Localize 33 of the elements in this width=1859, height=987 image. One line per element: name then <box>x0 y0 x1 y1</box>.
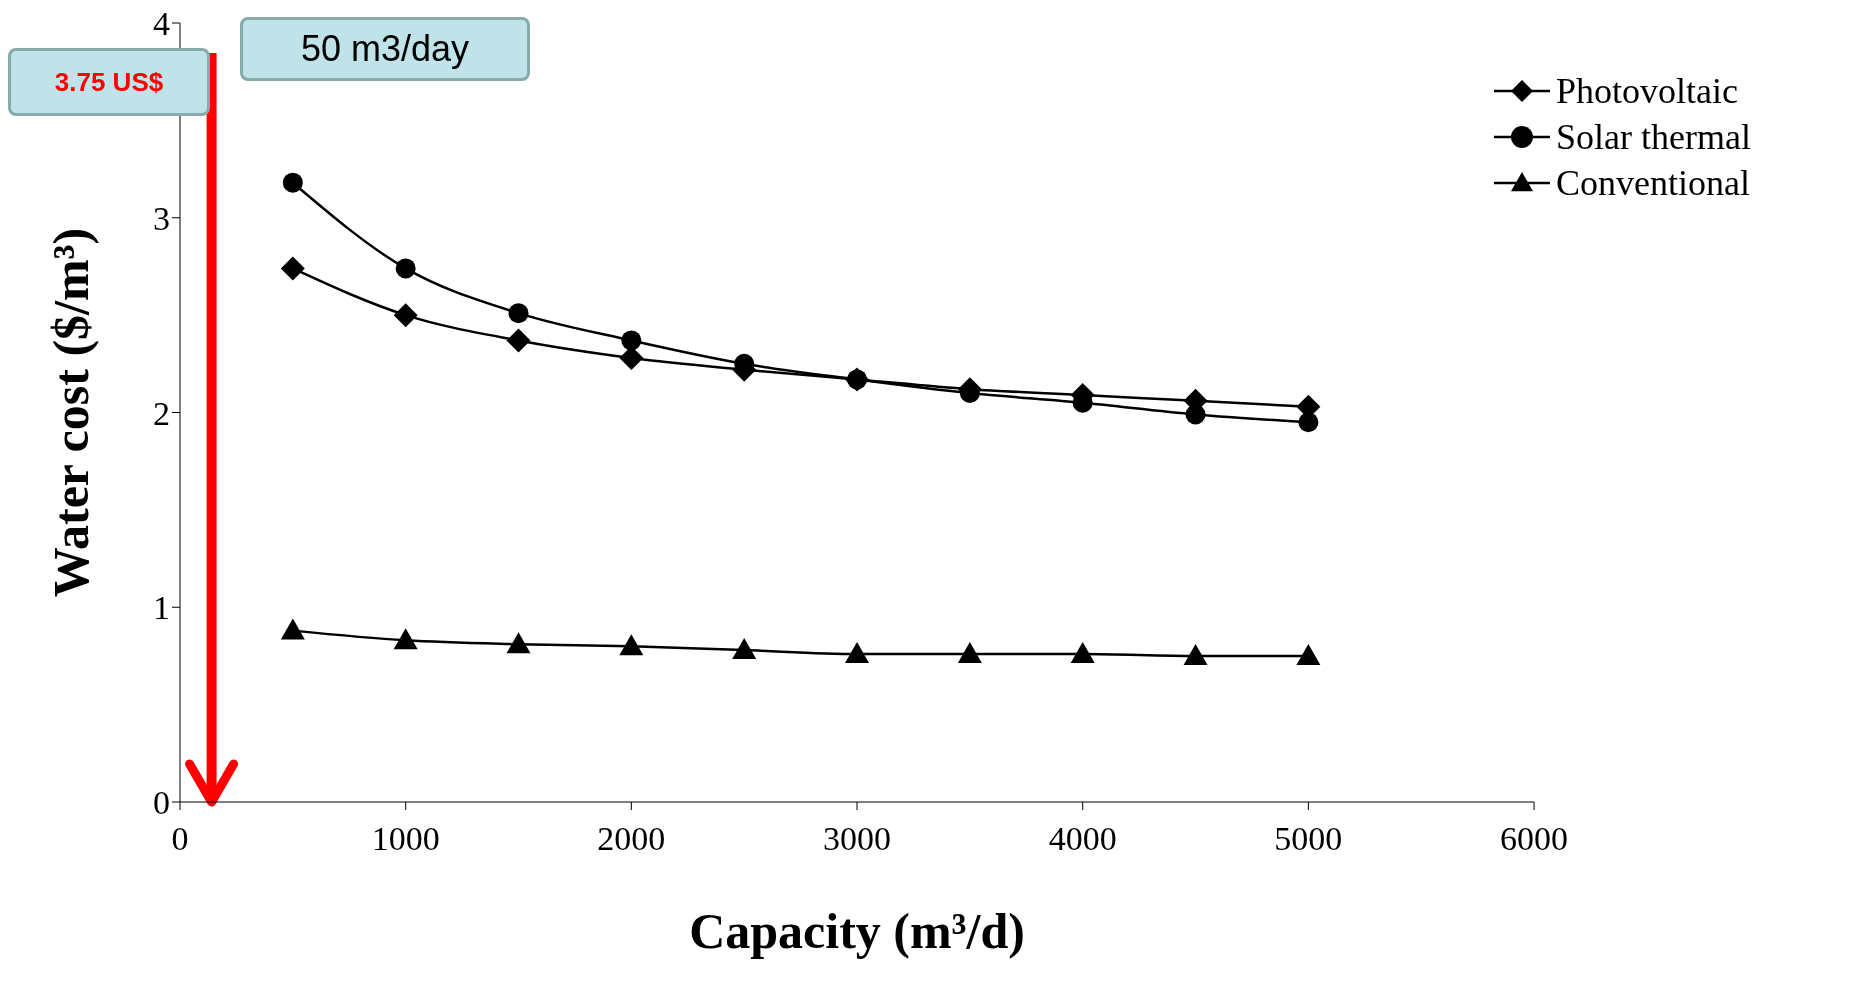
point <box>506 328 531 353</box>
y-axis-title: Water cost ($/m³) <box>42 227 99 598</box>
y-tick-label: 1 <box>153 589 170 627</box>
x-tick-label: 4000 <box>1048 820 1117 858</box>
point <box>280 618 305 640</box>
point <box>506 632 531 654</box>
point <box>393 628 418 650</box>
x-axis-title: Capacity (m³/d) <box>689 902 1025 959</box>
point <box>732 638 757 660</box>
point <box>1296 643 1321 665</box>
point <box>393 303 418 328</box>
point <box>1070 641 1095 663</box>
x-tick-label: 1000 <box>371 820 440 858</box>
point <box>621 330 642 351</box>
point <box>1183 643 1208 665</box>
point <box>395 258 416 279</box>
x-tick-label: 5000 <box>1274 820 1343 858</box>
point <box>619 634 644 656</box>
point <box>508 303 529 324</box>
point <box>280 256 305 281</box>
y-tick-label: 0 <box>153 784 170 822</box>
point <box>845 641 870 663</box>
legend-label: Conventional <box>1556 162 1751 204</box>
y-tick-label: 2 <box>153 394 170 432</box>
legend-label: Solar thermal <box>1556 116 1751 158</box>
y-tick-label: 3 <box>153 199 170 237</box>
x-tick-label: 6000 <box>1500 820 1569 858</box>
x-tick-label: 2000 <box>597 820 666 858</box>
x-tick-label: 3000 <box>823 820 892 858</box>
point <box>957 641 982 663</box>
y-tick-label: 4 <box>153 5 170 43</box>
point <box>282 172 303 193</box>
legend-label: Photovoltaic <box>1556 70 1739 112</box>
